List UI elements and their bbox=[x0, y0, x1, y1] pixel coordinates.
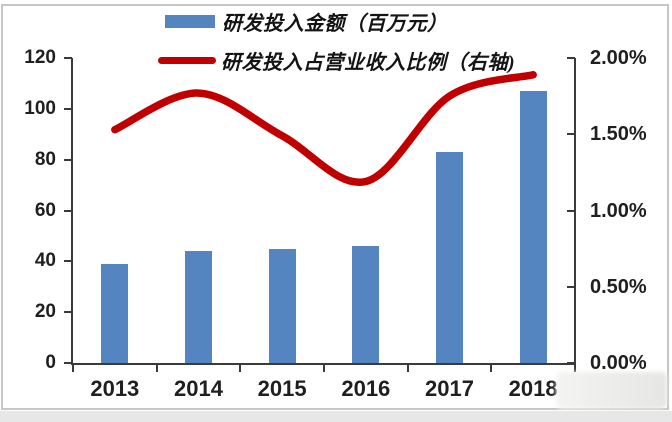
trend-line-path bbox=[111, 71, 537, 187]
y-axis-left bbox=[71, 58, 73, 363]
y-right-tick bbox=[567, 362, 575, 364]
x-tick-label: 2017 bbox=[425, 376, 474, 401]
x-tick bbox=[490, 365, 493, 372]
x-tick-label: 2014 bbox=[174, 376, 223, 401]
x-tick-label: 2018 bbox=[508, 376, 558, 401]
x-tick-label: 2015 bbox=[257, 376, 307, 401]
y-right-tick-label: 0.00% bbox=[590, 352, 647, 374]
y-left-tick-label: 100 bbox=[24, 97, 56, 119]
y-axis-right bbox=[574, 58, 576, 363]
bar-2013 bbox=[101, 263, 129, 363]
y-left-tick-label: 20 bbox=[34, 301, 56, 323]
watermark-blur bbox=[556, 372, 667, 409]
page-background-strip bbox=[0, 411, 672, 422]
x-tick-label: 2013 bbox=[90, 376, 140, 401]
y-right-tick bbox=[567, 57, 575, 59]
legend-item-bar: 研发投入金额（百万元） bbox=[165, 7, 448, 36]
bar-2014 bbox=[185, 251, 212, 363]
y-left-tick bbox=[64, 362, 72, 364]
y-left-tick bbox=[64, 260, 72, 263]
x-tick bbox=[323, 365, 325, 372]
y-left-tick-label: 40 bbox=[34, 250, 56, 272]
y-right-tick bbox=[567, 133, 575, 136]
y-left-tick bbox=[64, 107, 72, 110]
legend-swatch-bar-icon bbox=[165, 15, 215, 28]
y-left-tick bbox=[64, 311, 72, 314]
x-tick-label: 2016 bbox=[341, 376, 391, 401]
x-tick bbox=[155, 365, 158, 372]
y-left-tick bbox=[64, 209, 72, 212]
x-tick bbox=[406, 365, 409, 372]
y-left-tick bbox=[64, 57, 72, 59]
y-right-tick-label: 1.50% bbox=[590, 123, 647, 146]
y-right-tick bbox=[567, 285, 575, 288]
y-left-tick-label: 80 bbox=[34, 148, 56, 170]
y-left-tick-label: 120 bbox=[24, 47, 56, 68]
y-right-tick-label: 1.00% bbox=[590, 199, 647, 222]
y-left-tick-label: 60 bbox=[34, 199, 56, 221]
legend-item-line: 研发投入占营业收入比例（右轴) bbox=[158, 46, 515, 75]
legend-label-bar: 研发投入金额（百万元） bbox=[222, 13, 448, 35]
legend-label-line: 研发投入占营业收入比例（右轴) bbox=[221, 52, 516, 74]
x-tick bbox=[72, 365, 74, 372]
legend-swatch-line-icon bbox=[158, 57, 216, 64]
x-tick bbox=[239, 365, 242, 372]
bar-2018 bbox=[519, 91, 547, 363]
x-axis bbox=[71, 363, 576, 365]
y-left-tick-label: 0 bbox=[45, 352, 56, 373]
bar-2017 bbox=[436, 152, 463, 363]
bar-2016 bbox=[352, 246, 380, 363]
y-left-tick bbox=[64, 158, 72, 161]
y-right-tick-label: 0.50% bbox=[590, 275, 647, 298]
y-right-tick bbox=[567, 209, 575, 212]
bar-2015 bbox=[268, 248, 296, 363]
x-tick bbox=[574, 365, 576, 372]
y-right-tick-label: 2.00% bbox=[590, 47, 647, 69]
